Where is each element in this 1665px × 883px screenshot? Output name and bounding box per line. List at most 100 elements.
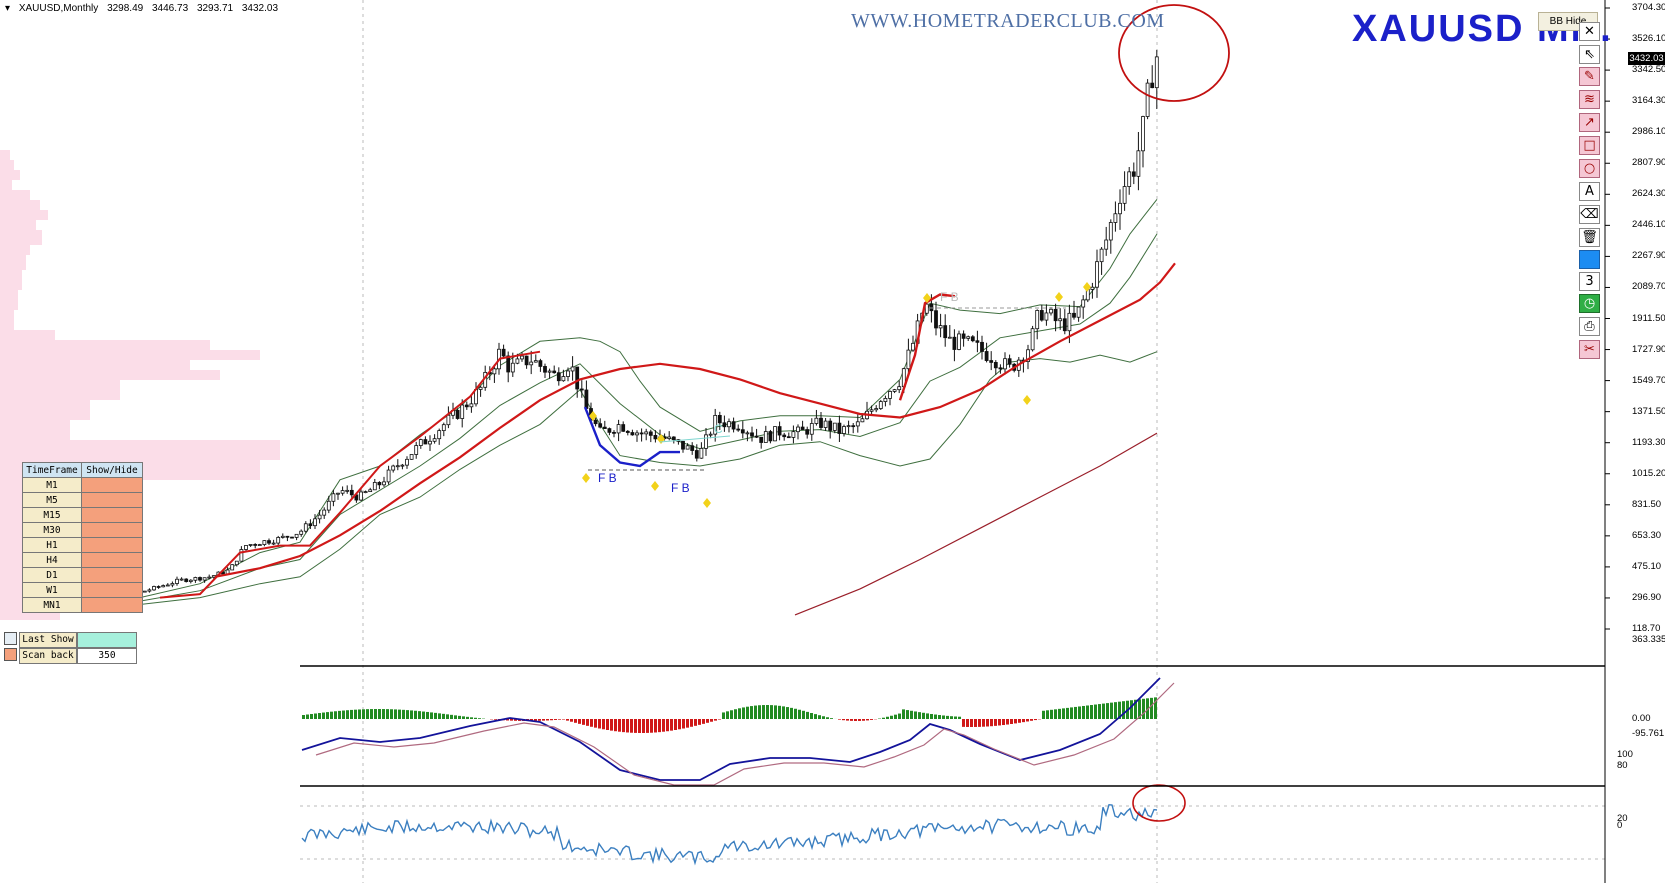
candle-body [860, 418, 865, 423]
candle-body [814, 417, 819, 424]
profile-bar [0, 210, 48, 220]
macd-histogram-bar [986, 719, 989, 727]
candle-body [142, 590, 147, 593]
scissors-icon[interactable]: ✂ [1579, 340, 1600, 359]
candle-body [851, 425, 856, 428]
candle-body [377, 482, 382, 486]
menu-triangle-icon[interactable]: ▾ [5, 3, 11, 14]
color-swatch[interactable] [1579, 250, 1600, 269]
pencil-icon[interactable]: ✎ [1579, 67, 1600, 86]
macd-histogram-bar [826, 717, 829, 719]
candle-body [1072, 312, 1076, 318]
macd-histogram-bar [450, 714, 453, 719]
candle-body [184, 578, 189, 582]
macd-histogram-bar [722, 712, 725, 719]
macd-histogram-bar [1090, 705, 1093, 719]
candle-body [957, 333, 961, 350]
macd-histogram-bar [542, 719, 545, 721]
candle-body [911, 342, 915, 351]
tf-label: D1 [22, 567, 82, 583]
last-show-toggle[interactable] [77, 632, 137, 648]
tf-toggle-m1[interactable] [81, 477, 143, 493]
candle-body [1122, 186, 1127, 204]
macd-histogram-bar [742, 707, 745, 719]
candle-body [248, 544, 253, 546]
tf-toggle-m5[interactable] [81, 492, 143, 508]
macd-histogram-bar [1118, 701, 1121, 719]
tf-toggle-d1[interactable] [81, 567, 143, 583]
macd-histogram-bar [1026, 719, 1029, 722]
macd-histogram-bar [318, 713, 321, 719]
candle-body [1053, 308, 1058, 322]
chart-header: ▾ XAUUSD,Monthly 3298.49 3446.73 3293.71… [5, 3, 284, 14]
cursor-icon[interactable]: ⇖ [1579, 45, 1600, 64]
tf-toggle-mn1[interactable] [81, 597, 143, 613]
rectangle-icon[interactable]: □ [1579, 136, 1600, 155]
profile-bar [0, 220, 36, 230]
macd-histogram-bar [930, 713, 933, 719]
trend-segment [159, 350, 541, 599]
candle-body [405, 458, 409, 466]
candle-body [423, 439, 428, 445]
last-show-checkbox[interactable] [4, 632, 17, 645]
candle-body [299, 530, 304, 535]
scan-back-checkbox[interactable] [4, 648, 17, 661]
clock-icon[interactable]: ◷ [1579, 294, 1600, 313]
macd-tick-label: -95.761 [1632, 728, 1665, 739]
candle-body [317, 514, 322, 520]
candle-body [607, 428, 612, 433]
tf-toggle-h4[interactable] [81, 552, 143, 568]
price-tick-label: 2267.90 [1632, 250, 1665, 262]
candle-body [400, 464, 405, 467]
profile-bar [0, 400, 90, 420]
macd-histogram-bar [758, 705, 761, 719]
macd-histogram-bar [1134, 699, 1137, 719]
candle-body [671, 436, 676, 441]
macd-histogram-bar [510, 719, 513, 721]
macd-histogram-bar [422, 711, 425, 719]
print-icon[interactable]: ⎙ [1579, 317, 1600, 336]
candle-body [947, 336, 952, 339]
circle-icon[interactable]: ○ [1579, 159, 1600, 178]
tf-toggle-m30[interactable] [81, 522, 143, 538]
candle-body [230, 564, 235, 571]
trash-icon[interactable]: 🗑 [1579, 228, 1600, 247]
macd-histogram-bar [746, 706, 749, 719]
close-icon[interactable]: ✕ [1579, 22, 1600, 41]
macd-histogram-bar [598, 719, 601, 729]
macd-histogram-bar [674, 719, 677, 730]
price-tick-label: 2089.70 [1632, 281, 1665, 293]
tf-toggle-h1[interactable] [81, 537, 143, 553]
macd-histogram-bar [998, 719, 1001, 726]
scan-back-value[interactable]: 350 [77, 648, 137, 664]
macd-histogram-bar [858, 719, 861, 721]
tf-toggle-m15[interactable] [81, 507, 143, 523]
macd-histogram-bar [958, 716, 961, 719]
macd-histogram-bar [794, 708, 797, 719]
eraser-icon[interactable]: ⌫ [1579, 205, 1600, 224]
candle-body [1003, 358, 1007, 370]
profile-bar [0, 310, 14, 330]
candle-body [432, 438, 437, 442]
tf-toggle-w1[interactable] [81, 582, 143, 598]
macd-histogram-bar [578, 719, 581, 724]
macd-histogram-bar [386, 709, 389, 719]
macd-histogram-bar [322, 712, 325, 719]
macd-histogram-bar [786, 707, 789, 719]
macd-histogram-bar [894, 714, 897, 719]
candle-body [156, 586, 161, 588]
text-icon[interactable]: A [1579, 182, 1600, 201]
tf-header-timeframe: TimeFrame [22, 462, 82, 478]
arrow-icon[interactable]: ↗ [1579, 113, 1600, 132]
candle-body [713, 415, 718, 435]
profile-bar [0, 255, 26, 270]
candle-body [897, 386, 902, 391]
current-price-label: 3432.03 [1628, 52, 1665, 65]
candle-body [460, 404, 465, 419]
candle-body [598, 423, 603, 428]
macd-histogram-bar [402, 709, 405, 719]
wave-icon[interactable]: ≋ [1579, 90, 1600, 109]
profile-bar [0, 190, 30, 200]
number-three-icon[interactable]: 3 [1579, 272, 1600, 291]
